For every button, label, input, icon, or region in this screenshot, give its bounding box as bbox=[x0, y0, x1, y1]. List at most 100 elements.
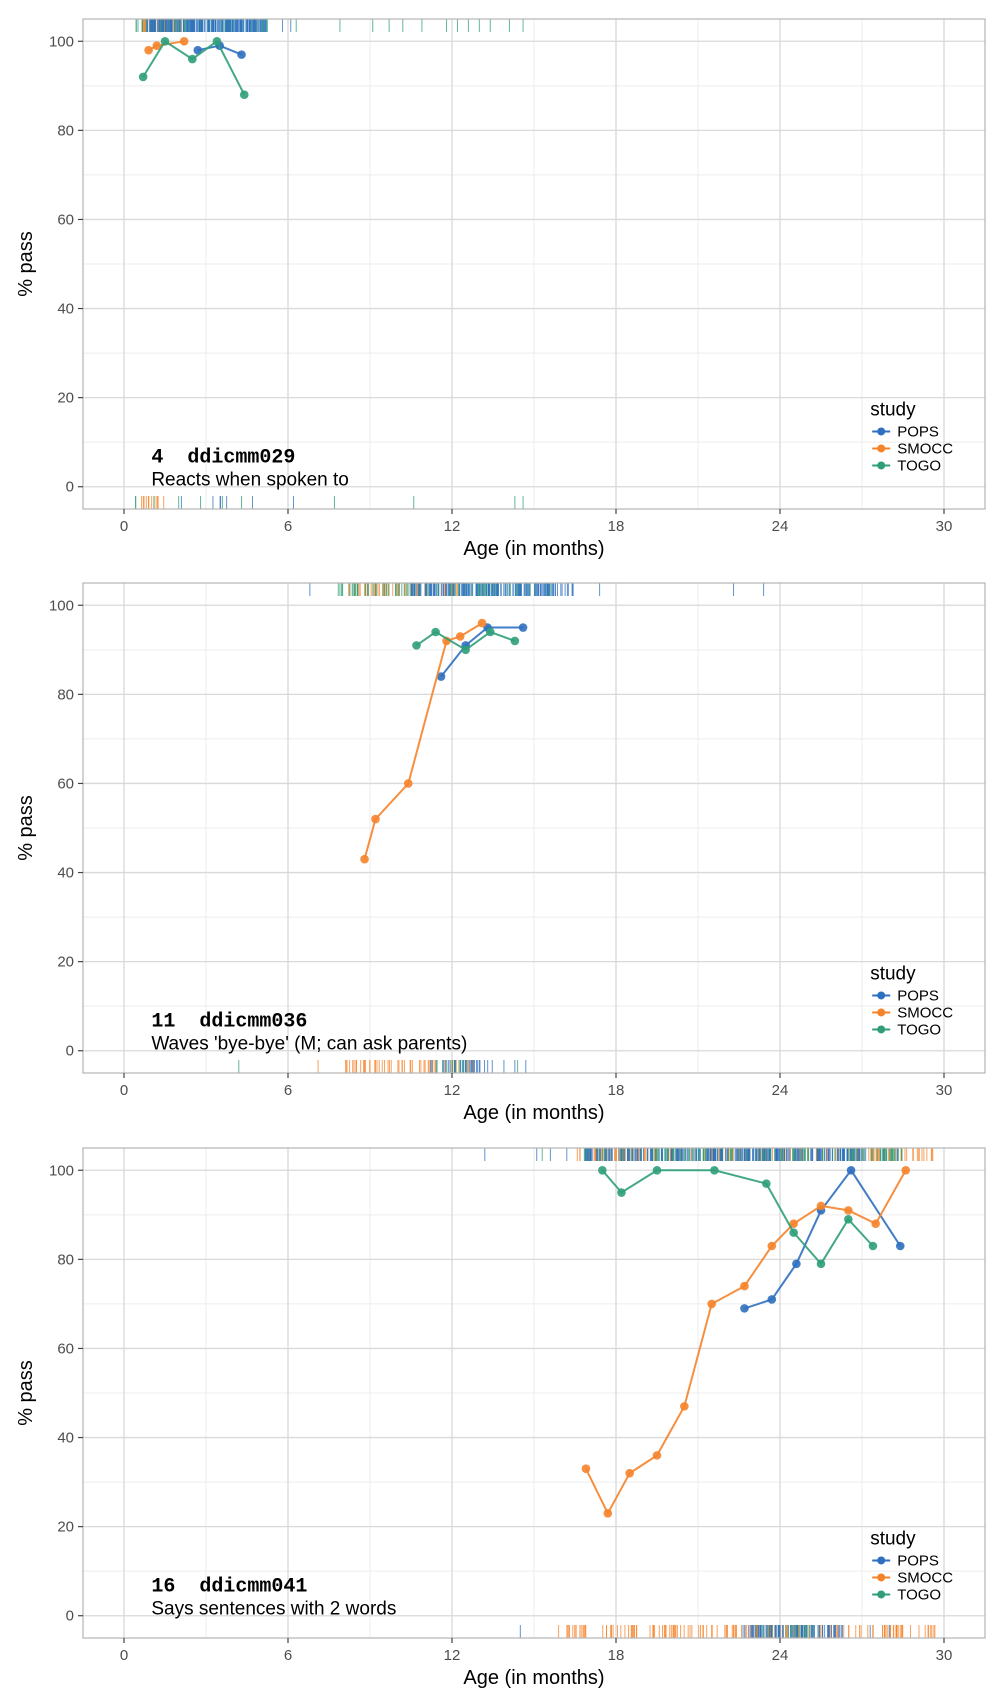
panel-border bbox=[82, 582, 986, 1074]
x-tick-label: 24 bbox=[772, 1647, 789, 1664]
legend-key-point bbox=[877, 1573, 886, 1582]
item-label: Waves 'bye-bye' (M; can ask parents) bbox=[151, 1034, 467, 1055]
y-tick-label: 40 bbox=[57, 865, 74, 882]
item-code: ddicmm041 bbox=[199, 1576, 307, 1599]
legend-key-point bbox=[877, 1556, 886, 1565]
y-tick-label: 60 bbox=[57, 211, 74, 228]
y-tick-label: 60 bbox=[57, 775, 74, 792]
data-point-smocc bbox=[767, 1241, 777, 1251]
data-point-smocc bbox=[152, 41, 162, 51]
y-tick-label: 20 bbox=[57, 390, 74, 407]
data-point-smocc bbox=[403, 779, 413, 788]
y-axis-title: % pass bbox=[15, 795, 37, 861]
x-tick-label: 30 bbox=[936, 518, 953, 535]
data-point-togo bbox=[844, 1214, 853, 1224]
legend-entry-label: POPS bbox=[897, 987, 939, 1004]
legend-title: study bbox=[870, 1528, 916, 1549]
legend-entry-pops: POPS bbox=[872, 1552, 939, 1569]
data-point-togo bbox=[431, 627, 440, 637]
x-axis-title: Age (in months) bbox=[463, 1102, 604, 1124]
series-line-pops bbox=[744, 1168, 902, 1310]
x-tick-label: 0 bbox=[120, 1647, 128, 1664]
data-point-smocc bbox=[901, 1165, 911, 1175]
data-point-smocc bbox=[455, 632, 465, 641]
y-tick-label: 100 bbox=[49, 33, 74, 50]
data-point-togo bbox=[412, 641, 421, 650]
rug-top bbox=[484, 1148, 934, 1161]
legend-entry-label: SMOCC bbox=[897, 1004, 953, 1021]
item-label: Says sentences with 2 words bbox=[151, 1599, 396, 1620]
data-point-togo bbox=[239, 90, 249, 100]
data-point-pops bbox=[895, 1241, 905, 1251]
x-tick-label: 18 bbox=[608, 1082, 625, 1099]
y-tick-label: 100 bbox=[49, 1162, 74, 1179]
legend-entry-smocc: SMOCC bbox=[872, 1569, 953, 1586]
legend-key-point bbox=[877, 1008, 886, 1017]
rug-bottom bbox=[519, 1625, 936, 1638]
data-point-togo bbox=[138, 72, 148, 82]
legend-entry-label: TOGO bbox=[897, 1586, 941, 1603]
data-point-togo bbox=[652, 1165, 662, 1175]
legend-key-point bbox=[877, 991, 886, 1000]
x-tick-label: 24 bbox=[772, 1082, 789, 1099]
data-point-togo bbox=[212, 36, 222, 46]
data-point-smocc bbox=[680, 1402, 689, 1411]
x-tick-label: 30 bbox=[936, 1082, 953, 1099]
y-tick-label: 60 bbox=[57, 1340, 74, 1357]
y-tick-label: 20 bbox=[57, 1519, 74, 1536]
data-point-smocc bbox=[625, 1468, 634, 1478]
y-tick-label: 0 bbox=[66, 1043, 74, 1060]
data-point-smocc bbox=[652, 1451, 662, 1460]
legend-title: study bbox=[870, 399, 916, 420]
legend-entry-togo: TOGO bbox=[872, 1586, 941, 1603]
y-tick-label: 80 bbox=[57, 1251, 74, 1268]
x-axis-title: Age (in months) bbox=[463, 1667, 604, 1689]
legend-entry-togo: TOGO bbox=[872, 457, 941, 474]
data-point-togo bbox=[485, 627, 495, 637]
panel-2: 0 6 12 18 24 30 0 20 40 60 80 100 Age (in months) % p… bbox=[15, 582, 986, 1124]
item-number: 16 bbox=[151, 1576, 175, 1599]
data-point-smocc bbox=[179, 36, 189, 46]
legend-entry-smocc: SMOCC bbox=[872, 1004, 953, 1021]
panel-3: 0 6 12 18 24 30 0 20 40 60 80 100 Age (in months) % p… bbox=[15, 1147, 986, 1689]
data-point-togo bbox=[617, 1188, 626, 1197]
data-point-smocc bbox=[707, 1299, 716, 1309]
series-smocc bbox=[581, 1165, 911, 1518]
x-tick-label: 6 bbox=[284, 1647, 292, 1664]
panel-border bbox=[82, 18, 986, 510]
data-point-smocc bbox=[816, 1201, 826, 1211]
data-point-pops bbox=[792, 1259, 801, 1269]
item-number: 11 bbox=[151, 1011, 175, 1034]
legend-entry-togo: TOGO bbox=[872, 1021, 941, 1038]
x-tick-label: 0 bbox=[120, 1082, 128, 1099]
legend-entry-smocc: SMOCC bbox=[872, 440, 953, 457]
y-tick-label: 20 bbox=[57, 954, 74, 971]
legend-title: study bbox=[870, 963, 916, 984]
data-point-togo bbox=[461, 645, 470, 655]
series-togo bbox=[138, 36, 249, 100]
rug-top bbox=[309, 583, 765, 596]
series-line-pops bbox=[440, 626, 524, 678]
series-smocc bbox=[144, 36, 189, 55]
data-point-togo bbox=[762, 1179, 771, 1188]
data-point-smocc bbox=[603, 1508, 613, 1518]
y-axis-title: % pass bbox=[15, 1360, 37, 1426]
legend-key-point bbox=[877, 461, 886, 470]
data-point-smocc bbox=[871, 1219, 880, 1229]
legend-key-point bbox=[877, 444, 886, 453]
data-point-togo bbox=[789, 1228, 798, 1237]
y-tick-label: 0 bbox=[66, 1608, 74, 1625]
legend-key-point bbox=[877, 1590, 886, 1599]
data-point-togo bbox=[598, 1165, 607, 1175]
legend-entry-pops: POPS bbox=[872, 987, 939, 1004]
legend-entry-label: POPS bbox=[897, 423, 939, 440]
data-point-togo bbox=[816, 1259, 826, 1269]
legend-entry-label: TOGO bbox=[897, 457, 941, 474]
data-point-smocc bbox=[144, 45, 153, 55]
y-tick-label: 100 bbox=[49, 597, 74, 614]
data-point-pops bbox=[436, 672, 446, 681]
